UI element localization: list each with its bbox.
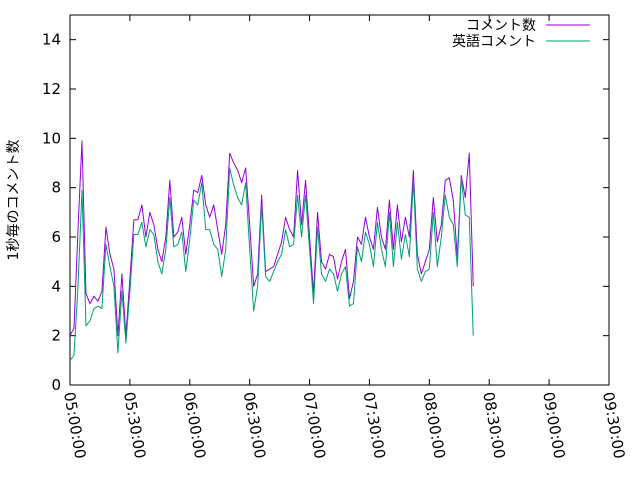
y-tick-label: 8 — [51, 179, 61, 197]
y-tick-label: 12 — [42, 80, 61, 98]
x-tick-label: 07:00:00 — [300, 391, 329, 460]
plot-frame — [69, 14, 610, 386]
series-layer — [69, 140, 474, 361]
y-axis: 0 2 4 6 8 10 12 14 — [42, 31, 609, 394]
x-tick-label: 08:00:00 — [419, 391, 448, 460]
x-tick-label: 09:30:00 — [599, 391, 628, 460]
x-tick-label: 05:00:00 — [60, 391, 89, 460]
x-tick-label: 09:00:00 — [539, 391, 568, 460]
y-tick-label: 10 — [42, 129, 61, 147]
y-tick-label: 0 — [51, 376, 61, 394]
y-tick-label: 4 — [51, 277, 61, 295]
y-tick-label: 6 — [51, 228, 61, 246]
x-axis: 05:00:00 05:30:00 06:00:00 06:30:00 07:00:00… — [60, 15, 628, 460]
x-tick-label: 08:30:00 — [479, 391, 508, 460]
x-tick-label: 05:30:00 — [120, 391, 149, 460]
series-line-1 — [69, 140, 474, 337]
x-tick-label: 07:30:00 — [360, 391, 389, 460]
y-axis-label: 1秒毎のコメント数 — [6, 140, 22, 261]
x-tick-label: 06:30:00 — [240, 391, 269, 460]
legend-label-1: コメント数 — [466, 18, 536, 34]
x-tick-label: 06:00:00 — [180, 391, 209, 460]
series-line-2 — [69, 167, 474, 361]
legend-label-2: 英語コメント — [452, 33, 536, 50]
y-tick-label: 14 — [42, 31, 61, 49]
y-tick-label: 2 — [51, 327, 61, 345]
